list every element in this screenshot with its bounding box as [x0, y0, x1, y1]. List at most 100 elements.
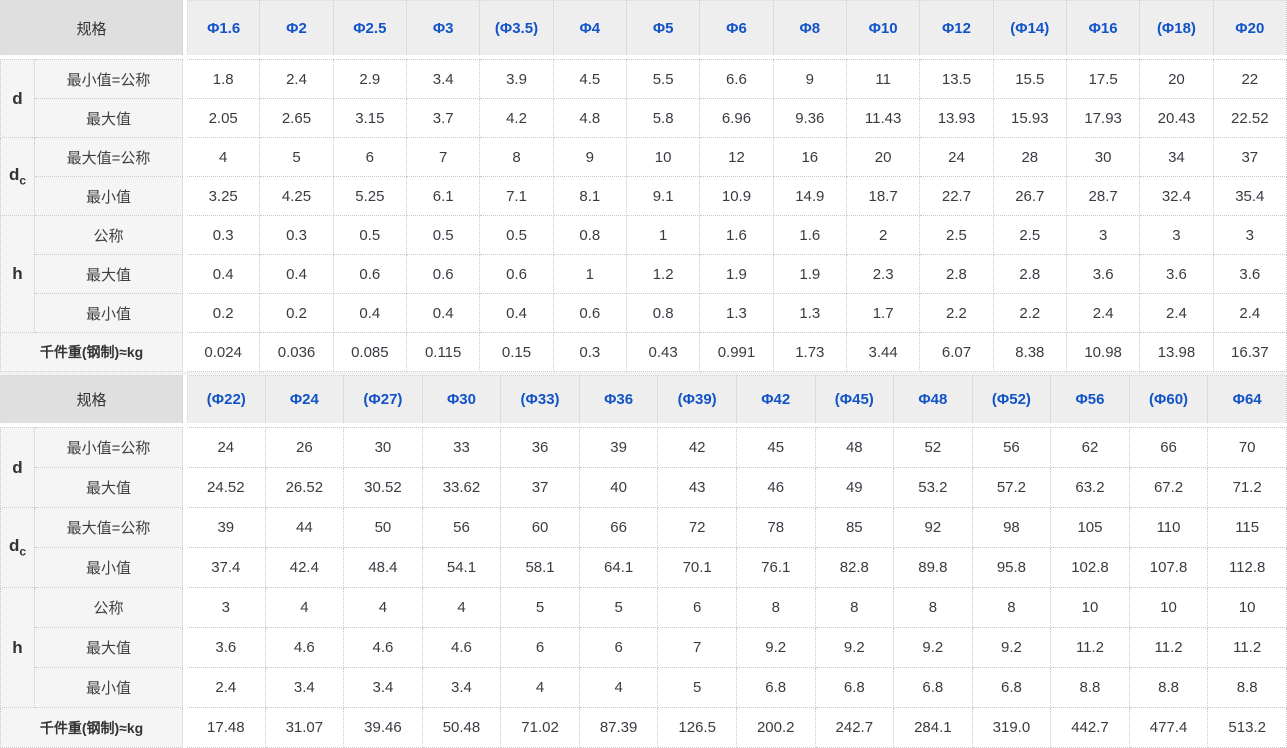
value-cell: 92	[894, 508, 973, 548]
value-cell: 22	[1213, 59, 1287, 99]
value-cell: 102.8	[1051, 548, 1130, 588]
value-cell: 78	[736, 508, 816, 548]
value-cell: 9.1	[626, 177, 701, 216]
value-cell: 4	[579, 668, 659, 708]
value-cell: 10	[626, 138, 701, 177]
value-cell: 54.1	[422, 548, 502, 588]
column-header: Φ3	[407, 0, 481, 55]
row-gap	[183, 468, 188, 508]
value-cell: 0.4	[260, 255, 334, 294]
value-cell: 30	[344, 427, 423, 468]
value-cell: 20	[846, 138, 921, 177]
value-cell: 3.4	[344, 668, 423, 708]
column-header: Φ20	[1213, 0, 1287, 55]
table-row: dc 最大值=公称 4 5 6 7 8 9 10 12 16 20 24 28 30 34 37	[0, 138, 1287, 216]
table-row: 最大值 2.05 2.65 3.15 3.7 4.2 4.8 5.8 6.96 9.36 11.43…	[0, 99, 1287, 138]
group-label: h	[0, 216, 35, 333]
value-cell: 10	[1051, 588, 1130, 628]
row-label: 最大值=公称	[35, 508, 184, 548]
table-row: 最小值 3.25 4.25 5.25 6.1 7.1 8.1 9.1 10.9 14.9 18.7 2…	[0, 177, 1287, 216]
value-cell: 0.2	[260, 294, 334, 333]
value-cell: 242.7	[815, 708, 895, 748]
table-row: 最小值 0.2 0.2 0.4 0.4 0.4 0.6 0.8 1.3 1.3 1.7 2.2 2.2 2…	[0, 294, 1287, 333]
value-cell: 0.6	[480, 255, 554, 294]
spec-table-large-sizes: 规格 (Φ22) Φ24 (Φ27) Φ30 (Φ33) Φ36 (Φ39) Φ42 (Φ45) Φ…	[0, 375, 1287, 748]
value-cell: 115	[1208, 508, 1287, 548]
column-header: Φ64	[1208, 375, 1287, 423]
value-cell: 11	[846, 59, 921, 99]
value-cell: 9.2	[815, 628, 895, 668]
row-label: 公称	[35, 588, 184, 628]
value-cell: 71.02	[501, 708, 580, 748]
value-cell: 8.1	[553, 177, 627, 216]
value-cell: 12	[700, 138, 774, 177]
spec-table: 规格 Φ1.6 Φ2 Φ2.5 Φ3 (Φ3.5) Φ4 Φ5 Φ6 Φ8 Φ10 Φ12 (Φ14) Φ…	[0, 0, 1287, 372]
value-cell: 39.46	[344, 708, 423, 748]
column-header: Φ48	[894, 375, 973, 423]
table-row: 最小值 37.4 42.4 48.4 54.1 58.1 64.1 70.1 76.1 82.8 8…	[0, 548, 1287, 588]
column-header: Φ5	[626, 0, 701, 55]
weight-row-label: 千件重(钢制)≈kg	[0, 333, 184, 372]
value-cell: 48.4	[344, 548, 423, 588]
value-cell: 2.2	[920, 294, 994, 333]
column-header: (Φ33)	[501, 375, 580, 423]
value-cell: 8	[815, 588, 895, 628]
value-cell: 3.9	[480, 59, 554, 99]
value-cell: 6.6	[700, 59, 774, 99]
spacer-row	[0, 423, 1287, 427]
value-cell: 89.8	[894, 548, 973, 588]
value-cell: 22.7	[920, 177, 994, 216]
value-cell: 5	[658, 668, 737, 708]
value-cell: 40	[579, 468, 659, 508]
table-row: d 最小值=公称 1.8 2.4 2.9 3.4 3.9 4.5 5.5 6.6 9 11 13.5 15…	[0, 59, 1287, 138]
value-cell: 7	[658, 628, 737, 668]
value-cell: 13.98	[1140, 333, 1214, 372]
value-cell: 442.7	[1051, 708, 1130, 748]
value-cell: 4	[422, 588, 502, 628]
column-header: Φ36	[579, 375, 659, 423]
value-cell: 14.9	[773, 177, 847, 216]
value-cell: 36	[501, 427, 580, 468]
value-cell: 2.8	[920, 255, 994, 294]
row-label: 最小值=公称	[35, 427, 184, 468]
value-cell: 4.2	[480, 99, 554, 138]
value-cell: 98	[972, 508, 1052, 548]
row-gap	[183, 177, 188, 216]
value-cell: 0.43	[626, 333, 701, 372]
value-cell: 37.4	[187, 548, 266, 588]
column-header: (Φ14)	[993, 0, 1067, 55]
spacer-cell	[0, 423, 1287, 427]
value-cell: 72	[658, 508, 737, 548]
value-cell: 33	[422, 427, 502, 468]
column-header: (Φ60)	[1129, 375, 1209, 423]
value-cell: 48	[815, 427, 895, 468]
value-cell: 6.07	[920, 333, 994, 372]
value-cell: 5.5	[626, 59, 701, 99]
column-header: Φ12	[920, 0, 994, 55]
value-cell: 20.43	[1140, 99, 1214, 138]
header-gap	[183, 0, 188, 55]
value-cell: 50.48	[422, 708, 502, 748]
weight-row: 千件重(钢制)≈kg 0.024 0.036 0.085 0.115 0.15 0.3 0.4…	[0, 333, 1287, 372]
value-cell: 5.25	[333, 177, 407, 216]
value-cell: 3.44	[846, 333, 921, 372]
value-cell: 9	[553, 138, 627, 177]
value-cell: 1	[553, 255, 627, 294]
value-cell: 3.6	[1066, 255, 1141, 294]
value-cell: 17.5	[1066, 59, 1141, 99]
value-cell: 0.8	[626, 294, 701, 333]
value-cell: 3.7	[407, 99, 481, 138]
value-cell: 0.115	[407, 333, 481, 372]
value-cell: 5	[501, 588, 580, 628]
row-label: 公称	[35, 216, 184, 255]
table-row: h 公称 3 4 4 4 5 5 6 8 8 8 8 10 10 10	[0, 588, 1287, 708]
value-cell: 2.4	[187, 668, 266, 708]
value-cell: 2.05	[187, 99, 261, 138]
value-cell: 6.8	[972, 668, 1052, 708]
group-label-main: d	[8, 165, 20, 185]
column-header: Φ1.6	[187, 0, 261, 55]
value-cell: 2.5	[920, 216, 994, 255]
value-cell: 5.8	[626, 99, 701, 138]
header-row: 规格 Φ1.6 Φ2 Φ2.5 Φ3 (Φ3.5) Φ4 Φ5 Φ6 Φ8 Φ10 Φ12 (Φ14) Φ…	[0, 0, 1287, 55]
value-cell: 16.37	[1213, 333, 1287, 372]
